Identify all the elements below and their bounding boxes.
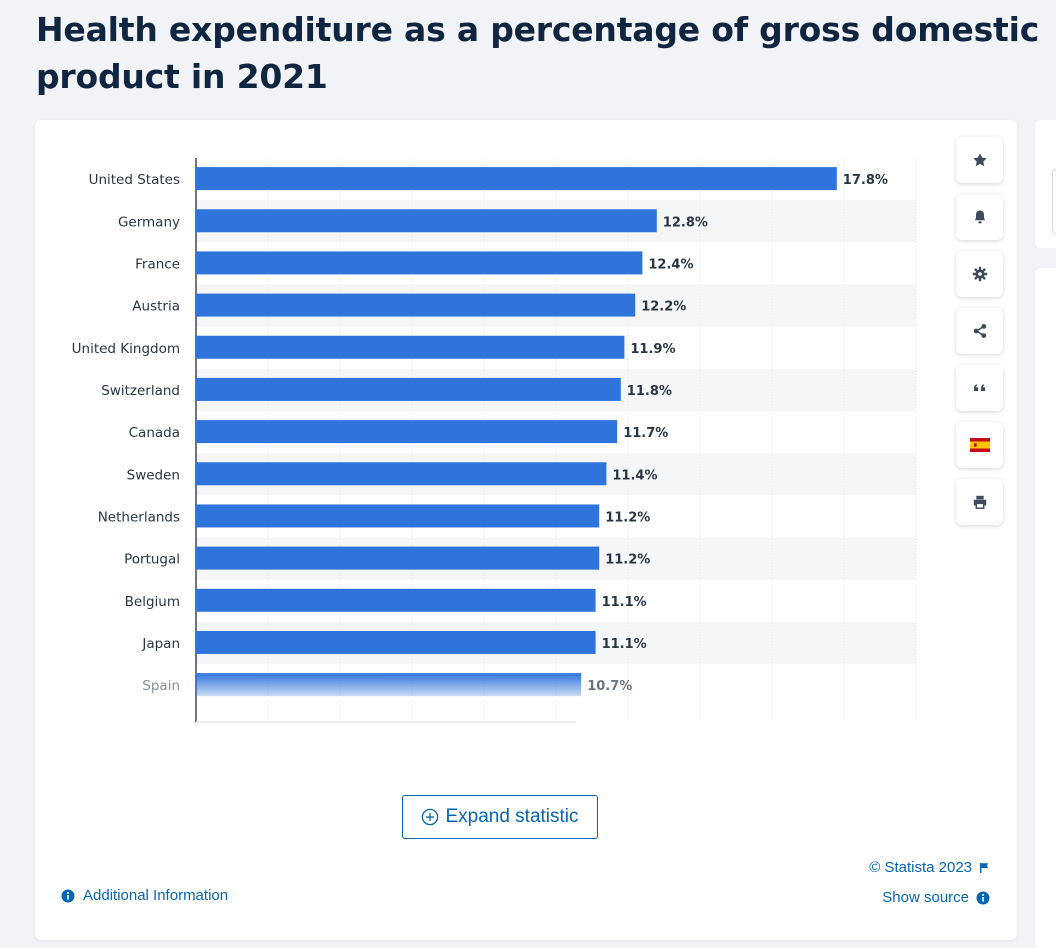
value-label: 10.7% <box>587 679 632 694</box>
copyright-text: © Statista 2023 <box>869 859 972 876</box>
notification-button[interactable] <box>956 194 1003 240</box>
value-label: 11.2% <box>605 553 650 568</box>
bar <box>196 673 582 697</box>
show-source-label: Show source <box>882 889 969 906</box>
info-icon <box>976 891 990 905</box>
value-label: 11.2% <box>605 510 650 525</box>
bar <box>196 630 596 654</box>
category-label: Germany <box>118 214 180 230</box>
bell-icon <box>974 210 985 224</box>
category-label: Japan <box>141 636 180 652</box>
value-label: 11.1% <box>602 595 647 610</box>
category-label: France <box>135 256 180 272</box>
settings-button[interactable] <box>956 251 1003 297</box>
print-button[interactable] <box>956 479 1003 525</box>
cite-button[interactable] <box>956 365 1003 411</box>
expand-statistic-button[interactable]: Expand statistic <box>402 795 598 839</box>
info-icon <box>61 889 75 903</box>
gear-icon <box>972 266 987 282</box>
print-icon <box>973 495 986 509</box>
category-label: Austria <box>132 299 180 315</box>
value-label: 17.8% <box>843 173 888 188</box>
expand-statistic-label: Expand statistic <box>445 806 579 827</box>
category-label: Netherlands <box>98 509 180 525</box>
favorite-button[interactable] <box>956 137 1003 183</box>
value-label: 11.9% <box>630 342 675 357</box>
language-button[interactable] <box>956 422 1003 468</box>
value-label: 12.8% <box>663 215 708 230</box>
chart-toolbar <box>956 137 1003 536</box>
category-label: Portugal <box>124 552 180 568</box>
spain-flag-icon <box>969 438 990 452</box>
value-label: 11.4% <box>612 468 657 483</box>
category-label: Switzerland <box>101 383 180 399</box>
bar <box>196 420 618 444</box>
plus-circle-icon <box>421 808 439 826</box>
category-label: United Kingdom <box>72 341 180 357</box>
additional-information-label: Additional Information <box>83 887 229 904</box>
copyright-link[interactable]: © Statista 2023 <box>869 859 990 876</box>
star-icon <box>972 153 987 167</box>
category-label: United States <box>89 172 180 188</box>
flag-icon <box>979 862 990 874</box>
category-label: Sweden <box>127 467 180 483</box>
value-label: 11.1% <box>602 637 647 652</box>
category-label: Canada <box>129 425 180 441</box>
additional-information-link[interactable]: Additional Information <box>61 887 228 904</box>
bar <box>196 462 607 486</box>
category-label: Spain <box>142 678 180 694</box>
bar <box>196 377 621 401</box>
page-title: Health expenditure as a percentage of gr… <box>36 10 1040 96</box>
bar <box>196 167 837 191</box>
value-label: 11.7% <box>623 426 668 441</box>
side-panel-card <box>1035 120 1056 248</box>
bar <box>196 293 636 317</box>
value-label: 12.4% <box>648 257 693 272</box>
bar <box>196 251 643 275</box>
side-panel-card-lower <box>1035 268 1056 948</box>
quote-icon <box>973 384 985 391</box>
bar-chart: United States 17.8% Germany 12.8% France 12.4… <box>72 158 917 724</box>
value-label: 11.8% <box>627 384 672 399</box>
bar <box>196 546 600 570</box>
bar <box>196 588 596 612</box>
category-label: Belgium <box>125 594 180 610</box>
bar <box>196 335 625 359</box>
bar <box>196 504 600 528</box>
share-icon <box>973 324 986 338</box>
show-source-link[interactable]: Show source <box>882 889 990 906</box>
value-label: 12.2% <box>641 300 686 315</box>
bar <box>196 209 657 233</box>
share-button[interactable] <box>956 308 1003 354</box>
